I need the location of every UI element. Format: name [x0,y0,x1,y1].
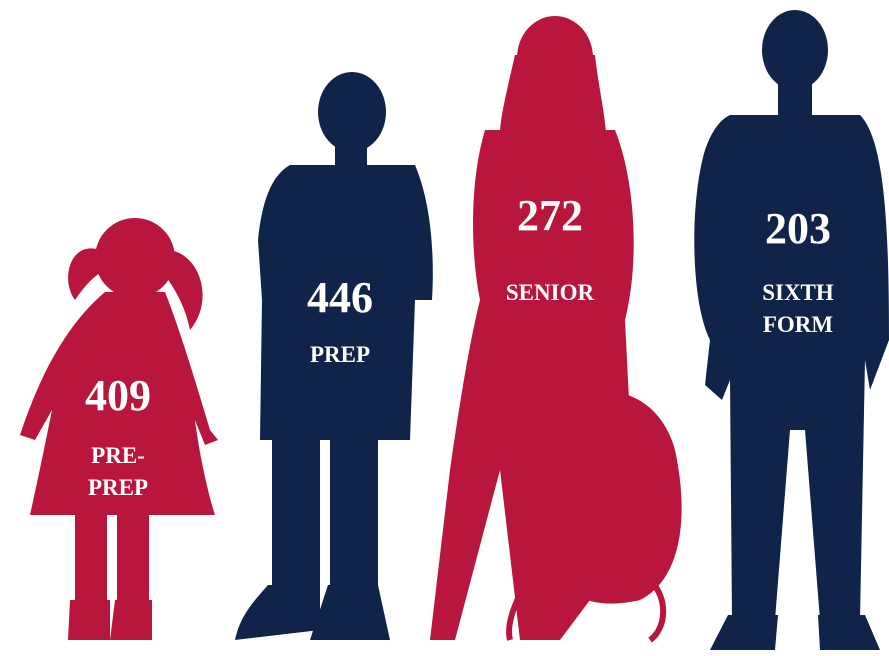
silhouette-pre-prep [20,218,218,640]
group-label: PRE- [91,443,145,468]
group-label: SIXTH [762,280,834,305]
page: 409PRE-PREP446PREP272SENIOR203SIXTHFORM … [0,0,889,656]
group-label: PREP [88,475,148,500]
count: 203 [765,204,831,253]
group-label: PREP [310,342,370,367]
count: 272 [517,191,583,240]
count: 446 [307,273,373,322]
silhouette-senior [430,16,682,640]
group-label: FORM [763,312,834,337]
group-label: SENIOR [506,280,595,305]
infographic: 409 PRE- PREP 446 PREP 272 SENIOR 203 SIXTH FORM [0,0,889,656]
count: 409 [85,371,151,420]
